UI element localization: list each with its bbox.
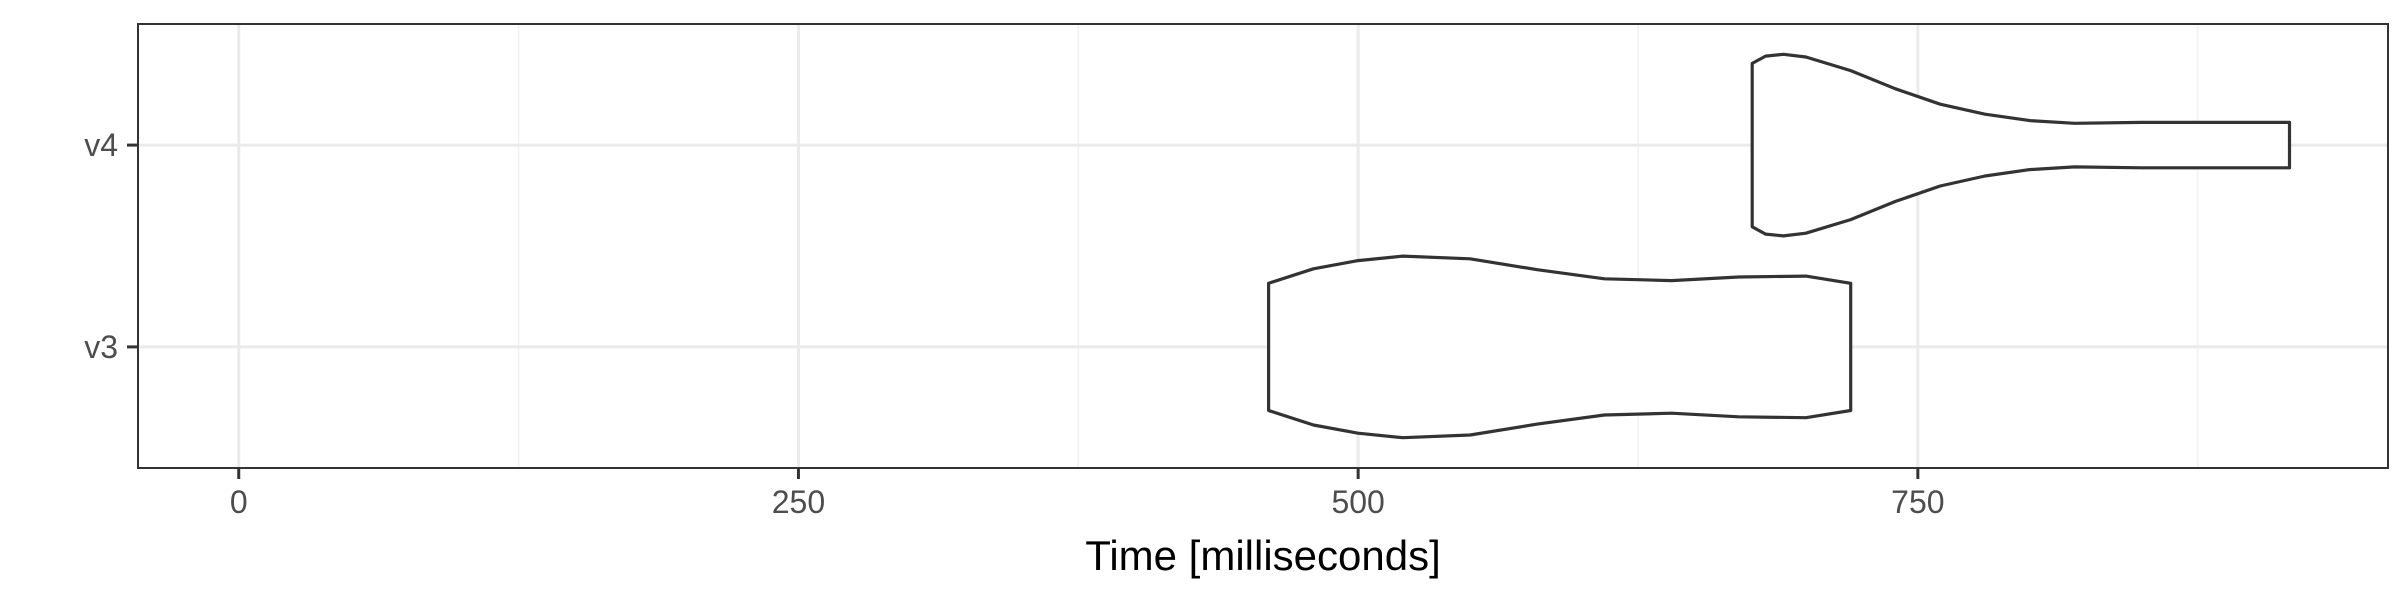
- x-tick-label-3: 750: [1891, 484, 1944, 520]
- panel-border: [137, 23, 2389, 469]
- x-axis-title: Time [milliseconds]: [1085, 532, 1441, 579]
- x-tick-label-1: 250: [772, 484, 825, 520]
- minor-gridlines: [517, 24, 2199, 468]
- violin-v3: [1267, 254, 1853, 440]
- x-tick-label-2: 500: [1331, 484, 1384, 520]
- y-tick-label-v3: v3: [84, 329, 118, 365]
- x-tick-label-0: 0: [230, 484, 248, 520]
- violin-layer: [1267, 52, 2292, 440]
- x-axis-ticks: 0 250 500 750: [230, 468, 1945, 520]
- y-tick-label-v4: v4: [84, 127, 118, 163]
- violin-v4: [1750, 52, 2292, 238]
- y-axis-ticks: v3 v4: [84, 127, 138, 365]
